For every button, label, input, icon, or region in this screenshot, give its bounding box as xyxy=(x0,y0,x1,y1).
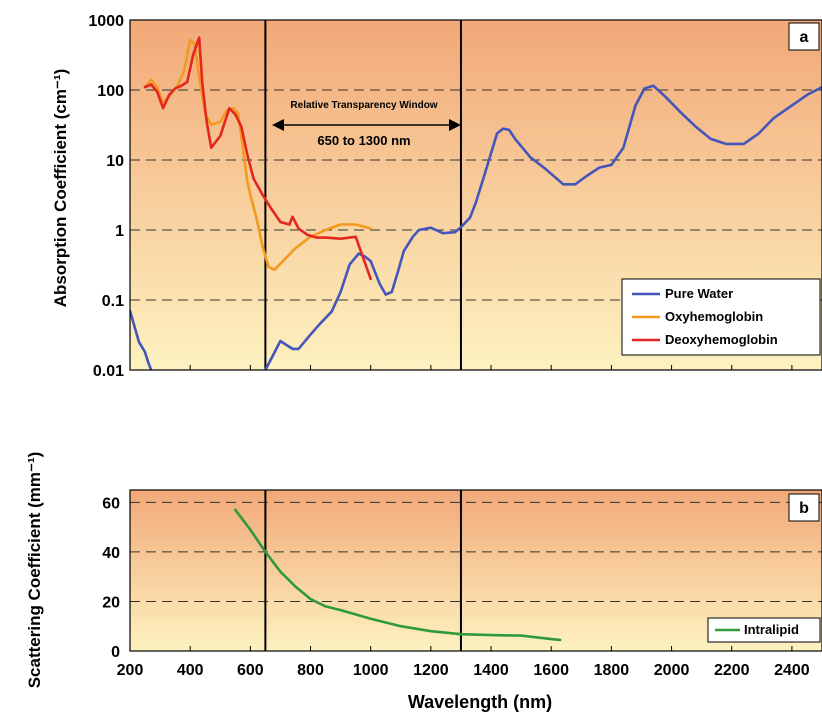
panel-a: 0.01 0.1 1 10 100 1000 Absorption Coefficient… xyxy=(51,13,822,380)
x-tick-label: 2000 xyxy=(654,662,690,679)
panel-b-plot-area xyxy=(130,490,822,651)
panel-a-y-axis-label: Absorption Coefficient (cm⁻¹) xyxy=(51,69,70,307)
x-tick-label: 1200 xyxy=(413,662,449,679)
series-line-intralipid xyxy=(234,508,562,642)
x-tick-label: 2400 xyxy=(774,662,810,679)
y-tick-label: 1000 xyxy=(88,13,124,30)
x-tick-label: 200 xyxy=(117,662,144,679)
panel-a-y-ticks: 0.01 0.1 1 10 100 1000 xyxy=(88,13,793,380)
y-tick-label: 20 xyxy=(102,594,120,611)
annotation-range: 650 to 1300 nm xyxy=(317,133,410,148)
panel-b-x-ticks: 200 400 600 800 1000 1200 1400 1600 1800 2000 2200… xyxy=(117,646,810,679)
x-tick-label: 800 xyxy=(297,662,324,679)
series-line-deoxy xyxy=(143,36,372,281)
x-tick-label: 1400 xyxy=(473,662,509,679)
panel-a-series xyxy=(130,36,822,370)
panel-a-label: a xyxy=(800,29,809,46)
x-tick-label: 2200 xyxy=(714,662,750,679)
y-tick-label: 100 xyxy=(97,83,124,100)
y-tick-label: 40 xyxy=(102,545,120,562)
series-line-water xyxy=(264,84,822,370)
x-tick-label: 1800 xyxy=(594,662,630,679)
panel-b-label-box: b xyxy=(788,493,820,522)
series-line-water xyxy=(130,309,153,370)
legend-label-oxy: Oxyhemoglobin xyxy=(665,309,763,324)
panel-b-y-axis-label: Scattering Coefficient (mm⁻¹) xyxy=(25,452,44,689)
panel-b-window-lines xyxy=(264,490,462,651)
y-tick-label: 1 xyxy=(115,223,124,240)
y-tick-label: 0 xyxy=(111,644,120,661)
annotation-title: Relative Transparency Window xyxy=(290,100,437,111)
panel-a-legend: Pure Water Oxyhemoglobin Deoxyhemoglobin xyxy=(621,278,821,356)
panel-b: 0 20 40 60 200 400 600 800 1000 1200 1400 1600 1800… xyxy=(25,452,822,712)
legend-label-deoxy: Deoxyhemoglobin xyxy=(665,332,778,347)
panel-a-window-lines xyxy=(264,20,462,370)
legend-label-intralipid: Intralipid xyxy=(744,622,799,637)
panel-b-y-ticks: 0 20 40 60 xyxy=(102,495,120,661)
x-tick-label: 600 xyxy=(237,662,264,679)
x-tick-label: 1000 xyxy=(353,662,389,679)
panel-b-label: b xyxy=(799,500,809,517)
panel-b-gridlines xyxy=(130,501,822,602)
panel-b-legend: Intralipid xyxy=(707,617,821,643)
x-tick-label: 1600 xyxy=(533,662,569,679)
panel-b-series xyxy=(234,508,562,642)
legend-label-water: Pure Water xyxy=(665,286,733,301)
y-tick-label: 60 xyxy=(102,495,120,512)
y-tick-label: 10 xyxy=(106,153,124,170)
panel-a-label-box: a xyxy=(788,22,820,51)
y-tick-label: 0.01 xyxy=(93,363,124,380)
x-axis-label: Wavelength (nm) xyxy=(408,692,552,712)
transparency-window-annotation: Relative Transparency Window 650 to 1300… xyxy=(272,100,461,148)
x-tick-label: 400 xyxy=(177,662,204,679)
y-tick-label: 0.1 xyxy=(102,293,124,310)
